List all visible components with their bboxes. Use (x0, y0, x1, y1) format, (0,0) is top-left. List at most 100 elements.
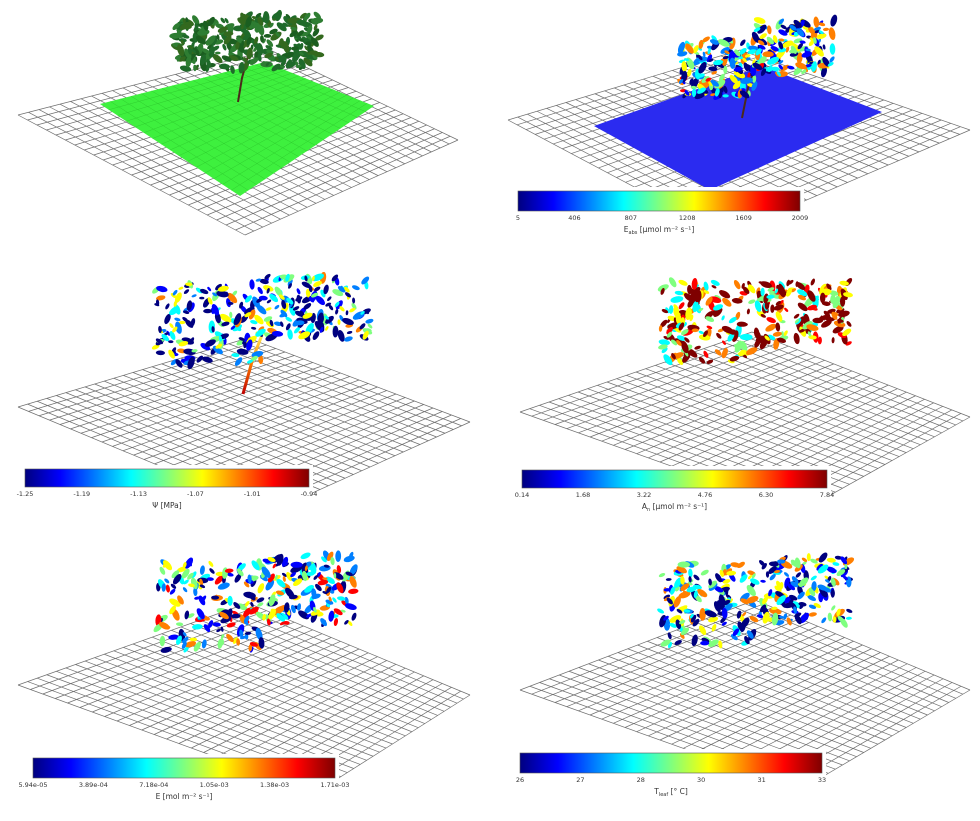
leaf (687, 284, 692, 295)
leaf (182, 587, 188, 593)
leaf (312, 331, 320, 340)
leaf (799, 612, 810, 624)
leaf (169, 598, 181, 607)
leaf (758, 40, 765, 46)
leaf (266, 288, 270, 294)
leaf (176, 54, 181, 62)
leaf (778, 41, 784, 50)
leaf (693, 590, 698, 599)
leaf (796, 52, 803, 64)
tree-canopy (151, 272, 374, 370)
leaf (661, 309, 669, 314)
leaf (317, 579, 329, 586)
leaf (691, 278, 698, 290)
leaf (826, 566, 837, 574)
leaf (265, 579, 275, 591)
leaf (217, 582, 230, 590)
leaf (667, 632, 672, 640)
leaf (199, 578, 204, 586)
leaf (729, 355, 740, 362)
leaf (352, 297, 356, 304)
leaf (747, 49, 757, 55)
leaf (733, 343, 739, 348)
leaf (258, 354, 264, 365)
leaf (220, 17, 226, 24)
leaf (690, 288, 700, 298)
tree-canopy (169, 9, 325, 74)
leaf (719, 569, 724, 578)
leaf (801, 557, 808, 562)
leaf (199, 53, 207, 66)
leaf (337, 319, 341, 325)
leaf (726, 570, 737, 576)
leaf (711, 35, 718, 42)
leaf (234, 573, 242, 583)
leaf (220, 313, 232, 323)
leaf (844, 563, 848, 570)
leaf (776, 71, 781, 77)
leaf (801, 69, 807, 75)
colorbar-title: Ψ [MPa] (152, 501, 181, 510)
leaf (780, 64, 790, 72)
leaf (285, 59, 293, 69)
leaf (238, 337, 245, 341)
leaf (663, 354, 673, 366)
leaf (768, 589, 773, 597)
leaf (274, 304, 280, 310)
leaf (316, 572, 321, 578)
colorbar-tick-label: 2009 (792, 214, 809, 222)
leaf (280, 321, 284, 327)
leaf (247, 591, 256, 601)
leaf (248, 309, 256, 320)
leaf (729, 57, 736, 69)
colorbar-title: Tleaf [° C] (653, 787, 688, 798)
colorbar-tick-label: 5 (516, 214, 520, 222)
leaf (322, 591, 328, 595)
leaf (808, 604, 817, 609)
leaf (305, 288, 311, 298)
leaf (843, 292, 853, 298)
leaf (767, 56, 780, 65)
leaf (164, 578, 170, 584)
leaf (687, 348, 698, 358)
leaf (732, 628, 740, 636)
leaf (211, 326, 215, 333)
leaf (837, 615, 845, 624)
leaf (184, 48, 192, 59)
leaf (257, 53, 262, 62)
leaf (823, 310, 831, 317)
colorbar: 5 406 807 1208 1609 2009 Eabs [μmol m⁻² s⁻¹] (514, 187, 808, 239)
leaf (204, 339, 216, 347)
leaf (748, 299, 756, 304)
leaf (191, 41, 195, 47)
leaf (822, 586, 832, 593)
leaf (747, 72, 751, 79)
leaf (176, 622, 184, 627)
leaf (752, 62, 763, 71)
leaf (171, 570, 180, 579)
leaf (711, 285, 717, 289)
leaf (287, 329, 293, 340)
leaf (697, 73, 705, 78)
leaf (203, 308, 212, 314)
plot-canvas: 5.94e-05 3.89e-04 7.18e-04 1.05e-03 1.38e-03… (17, 550, 471, 806)
leaf (285, 273, 290, 282)
leaf (257, 17, 264, 26)
leaf (247, 574, 252, 584)
leaf (269, 319, 274, 327)
leaf (187, 613, 195, 618)
leaf (264, 52, 273, 59)
leaf (346, 330, 353, 335)
leaf (668, 277, 677, 288)
leaf (336, 582, 344, 594)
leaf (795, 62, 807, 70)
leaf (197, 29, 210, 36)
leaf (236, 568, 244, 577)
leaf (750, 578, 760, 585)
leaf (224, 568, 234, 573)
leaf (799, 40, 806, 44)
leaf (678, 591, 691, 599)
leaf (262, 613, 266, 621)
leaf (234, 313, 242, 325)
leaf (274, 574, 278, 580)
